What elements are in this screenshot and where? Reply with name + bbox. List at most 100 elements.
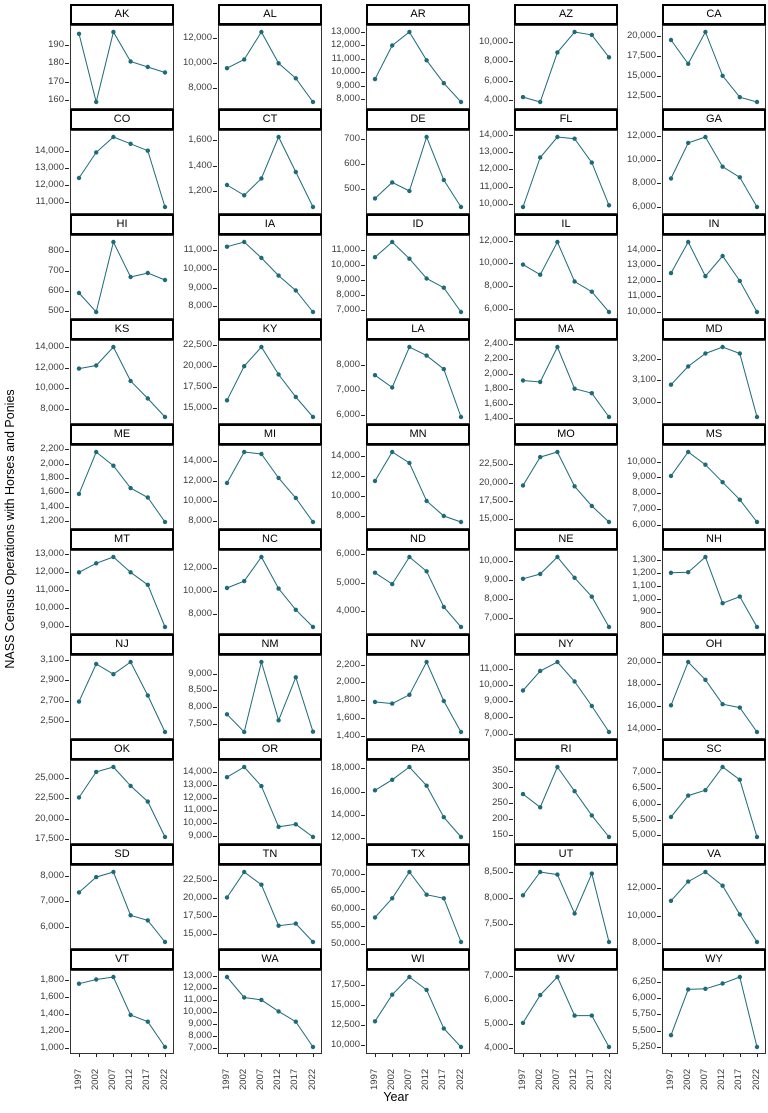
facet-strip-label: OR bbox=[218, 739, 322, 760]
panel-MO bbox=[514, 445, 618, 529]
x-tick-mark bbox=[722, 1054, 724, 1057]
data-point bbox=[76, 175, 82, 181]
data-point bbox=[538, 272, 543, 277]
y-tick-label: 7,500 bbox=[188, 717, 212, 729]
panel-MD bbox=[662, 340, 766, 424]
data-point bbox=[407, 692, 412, 697]
y-axis-IA: 8,000 9,000 10,000 11,000 bbox=[174, 235, 218, 319]
y-tick-label: 800 bbox=[48, 245, 64, 256]
facet-MT: MT 9,000 10,000 11,000 12,000 13,000 bbox=[26, 529, 174, 634]
data-point bbox=[145, 918, 150, 923]
x-tick-mark bbox=[705, 1054, 707, 1057]
y-axis-OK: 17,500 20,000 22,500 25,000 bbox=[26, 760, 70, 844]
data-point bbox=[606, 309, 612, 315]
trend-line bbox=[226, 660, 314, 733]
y-tick-mark bbox=[65, 700, 69, 702]
y-tick-label: 10,000 bbox=[182, 817, 212, 828]
data-point bbox=[458, 939, 464, 945]
y-tick-label: 1,000 bbox=[40, 1041, 64, 1053]
y-tick-label: 5,000 bbox=[632, 829, 656, 841]
data-point bbox=[754, 729, 760, 735]
x-tick-mark bbox=[79, 1054, 80, 1057]
y-axis-IL: 6,000 8,000 10,000 12,000 bbox=[470, 235, 514, 319]
data-point bbox=[703, 274, 708, 279]
trend-line bbox=[670, 871, 758, 943]
y-tick-mark bbox=[509, 1024, 513, 1026]
data-point bbox=[737, 974, 742, 980]
y-tick-label: 5,500 bbox=[632, 813, 656, 825]
panel-VA bbox=[662, 865, 766, 949]
y-tick-label: 60,000 bbox=[330, 902, 360, 914]
data-point bbox=[111, 974, 116, 980]
facet-strip-label: PA bbox=[366, 739, 470, 760]
y-tick-label: 4,000 bbox=[484, 94, 508, 106]
data-point bbox=[754, 204, 760, 210]
facet-strip-label: NM bbox=[218, 634, 322, 655]
facet-strip-label: SD bbox=[70, 844, 174, 865]
y-tick-mark bbox=[213, 591, 217, 593]
x-axis-col-3: 1997 2002 2007 2012 2017 2022 bbox=[367, 1054, 469, 1094]
data-point bbox=[754, 1044, 760, 1050]
data-point bbox=[276, 923, 281, 928]
y-tick-label: 10,000 bbox=[626, 455, 656, 467]
data-point bbox=[407, 344, 412, 350]
y-tick-mark bbox=[509, 923, 513, 925]
y-tick-label: 8,000 bbox=[188, 300, 212, 312]
facet-strip-label: NE bbox=[514, 529, 618, 550]
y-tick-mark bbox=[657, 493, 661, 495]
x-tick-mark bbox=[147, 1054, 149, 1057]
y-tick-label: 8,000 bbox=[188, 82, 212, 94]
trend-line bbox=[78, 30, 166, 103]
y-tick-mark bbox=[509, 100, 513, 102]
facet-strip-label: NY bbox=[514, 634, 618, 655]
data-point bbox=[242, 729, 247, 735]
data-point bbox=[94, 363, 99, 368]
data-point bbox=[145, 64, 150, 70]
x-tick-label: 2022 bbox=[454, 1068, 466, 1090]
y-tick-mark bbox=[361, 164, 365, 166]
facet-WA: WA 7,000 8,000 9,000 10,000 11,000 12,000 13,00… bbox=[174, 949, 322, 1054]
facet-GA: GA 6,000 8,000 10,000 12,000 bbox=[618, 109, 766, 214]
y-tick-label: 18,000 bbox=[330, 762, 360, 774]
facet-strip-label: CA bbox=[662, 4, 766, 25]
trend-line bbox=[522, 976, 610, 1048]
y-tick-label: 12,000 bbox=[182, 562, 212, 574]
y-tick-mark bbox=[213, 461, 217, 462]
data-point bbox=[259, 554, 264, 560]
data-point bbox=[162, 939, 168, 945]
panel-MS bbox=[662, 445, 766, 529]
data-point bbox=[703, 554, 708, 560]
y-tick-label: 20,000 bbox=[478, 476, 508, 488]
y-tick-label: 11,000 bbox=[627, 290, 656, 302]
data-point bbox=[589, 594, 594, 599]
y-tick-label: 11,000 bbox=[479, 180, 508, 192]
panel-ME bbox=[70, 445, 174, 529]
x-tick-mark bbox=[278, 1054, 280, 1057]
data-point bbox=[145, 270, 150, 276]
y-tick-label: 12,000 bbox=[626, 129, 656, 141]
x-tick-label: 2022 bbox=[306, 1068, 318, 1090]
data-point bbox=[224, 974, 230, 980]
data-point bbox=[754, 309, 760, 315]
facet-AR: AR 8,000 9,000 10,000 11,000 12,000 13,000 bbox=[322, 4, 470, 109]
y-tick-label: 9,000 bbox=[188, 829, 212, 841]
facet-KS: KS 8,000 10,000 12,000 14,000 bbox=[26, 319, 174, 424]
y-tick-mark bbox=[65, 839, 69, 841]
data-point bbox=[276, 1009, 281, 1014]
x-tick-label: 2017 bbox=[437, 1068, 449, 1090]
y-tick-label: 10,000 bbox=[182, 585, 212, 597]
y-tick-label: 2,700 bbox=[40, 694, 64, 706]
y-tick-label: 12,000 bbox=[34, 361, 64, 373]
data-point bbox=[310, 624, 316, 630]
y-tick-label: 7,000 bbox=[484, 969, 508, 981]
y-tick-mark bbox=[657, 662, 661, 663]
y-axis-ND: 4,000 5,000 6,000 bbox=[322, 549, 366, 634]
panel-CT bbox=[218, 130, 322, 214]
y-tick-label: 13,000 bbox=[34, 161, 64, 173]
data-point bbox=[703, 869, 708, 875]
y-tick-label: 5,500 bbox=[632, 1024, 656, 1036]
data-point bbox=[686, 61, 691, 66]
data-point bbox=[276, 718, 281, 723]
y-tick-mark bbox=[213, 880, 217, 882]
facet-ME: ME 1,200 1,400 1,600 1,800 2,000 2,200 bbox=[26, 424, 174, 529]
